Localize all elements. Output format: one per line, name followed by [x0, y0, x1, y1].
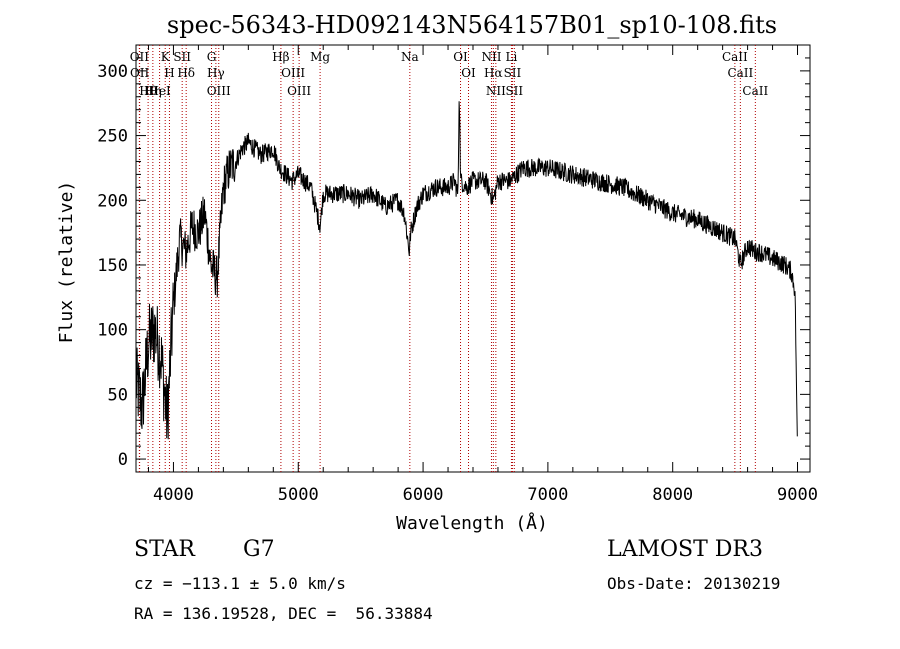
line-label-oi: OI — [453, 50, 468, 64]
line-label-hα: Hα — [484, 66, 503, 80]
line-label-nii: NII — [486, 84, 506, 98]
spectrum-series — [135, 101, 798, 440]
line-label-na: Na — [401, 50, 419, 64]
line-label-g: G — [207, 50, 217, 64]
line-label-oiii: OIII — [281, 66, 305, 80]
x-tick-label: 4000 — [153, 485, 194, 505]
y-tick-label: 0 — [118, 450, 128, 470]
y-axis-label: Flux (relative) — [56, 181, 77, 344]
y-tick-label: 100 — [97, 321, 128, 341]
line-label-nii: NII — [481, 50, 501, 64]
line-label-sii: SII — [505, 84, 523, 98]
survey-name: LAMOST DR3 — [607, 537, 763, 562]
x-tick-label: 9000 — [777, 485, 818, 505]
line-label-hei: HeI — [148, 84, 171, 98]
chart-title: spec-56343-HD092143N564157B01_sp10-108.f… — [167, 11, 777, 39]
line-label-hγ: Hγ — [207, 66, 225, 80]
y-tick-label: 200 — [97, 191, 128, 211]
line-label-mg: Mg — [310, 50, 330, 64]
x-tick-label: 6000 — [403, 485, 444, 505]
line-label-li: Li — [506, 50, 518, 64]
observation-date: Obs-Date: 20130219 — [607, 574, 781, 593]
line-label-k: K — [161, 50, 171, 64]
line-label-caii: CaII — [727, 66, 753, 80]
line-label-sii: SII — [504, 66, 522, 80]
line-label-oii: OII — [130, 50, 150, 64]
line-label-sii: SII — [173, 50, 191, 64]
line-label-oi: OI — [461, 66, 476, 80]
line-label-hη: Hη — [144, 84, 162, 98]
y-tick-label: 150 — [97, 256, 128, 276]
redshift-velocity: cz = −113.1 ± 5.0 km/s — [134, 574, 346, 593]
line-label-h: H — [164, 66, 174, 80]
sky-coordinates: RA = 136.19528, DEC = 56.33884 — [134, 604, 433, 623]
plot-frame — [135, 44, 811, 473]
line-label-oiii: OIII — [287, 84, 311, 98]
x-tick-label: 7000 — [527, 485, 568, 505]
spectral-line-markers — [138, 45, 756, 472]
x-axis-label: Wavelength (Å) — [396, 512, 548, 534]
line-label-oii: OII — [130, 66, 150, 80]
line-label-caii: CaII — [722, 50, 748, 64]
spectral-subclass: G7 — [243, 537, 275, 562]
spectral-class-label: STAR — [134, 537, 195, 562]
y-axis: 0 50 100 150 200 250 300 — [97, 57, 810, 470]
x-tick-label: 8000 — [652, 485, 693, 505]
y-tick-label: 300 — [97, 62, 128, 82]
x-axis: 4000 5000 6000 7000 8000 9000 — [147, 45, 818, 505]
line-label-oiii: OIII — [207, 84, 231, 98]
line-label-hθ: Hθ — [139, 84, 157, 98]
y-tick-label: 50 — [108, 385, 128, 405]
x-tick-label: 5000 — [278, 485, 319, 505]
line-label-caii: CaII — [742, 84, 768, 98]
line-label-hβ: Hβ — [272, 50, 289, 64]
y-tick-label: 250 — [97, 127, 128, 147]
spectrum-line-0 — [135, 101, 798, 440]
line-label-hδ: Hδ — [177, 66, 195, 80]
